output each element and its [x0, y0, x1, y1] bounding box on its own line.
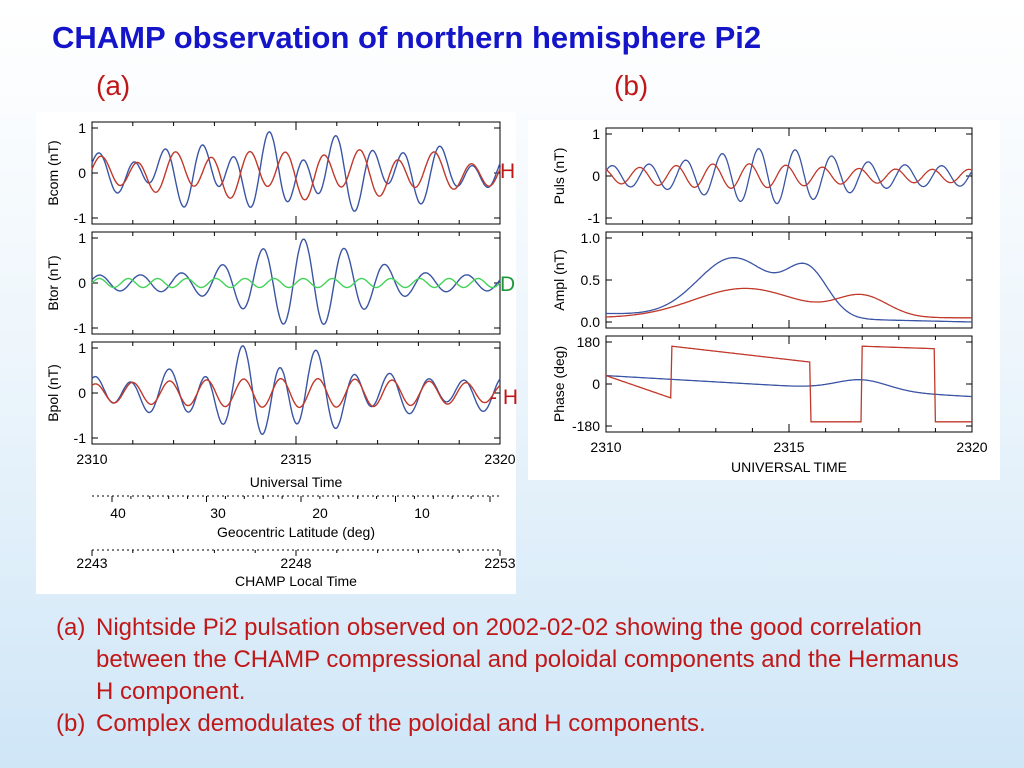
series-line-blue — [91, 130, 501, 212]
plot-frame — [605, 127, 973, 225]
y-tick-label: 0 — [592, 168, 600, 184]
y-axis-label: Ampl (nT) — [551, 249, 567, 310]
y-tick-label: -1 — [588, 210, 601, 226]
series-line-blue — [91, 344, 501, 436]
y-tick-label: -180 — [572, 418, 600, 434]
y-tick-label: 1.0 — [581, 230, 601, 246]
series-line-blue — [605, 374, 973, 398]
x-tick-label: 2315 — [280, 451, 311, 467]
y-tick-label: -1 — [74, 430, 87, 446]
caption-key: (b) — [56, 710, 86, 737]
caption-item-a: (a) Nightside Pi2 pulsation observed on … — [56, 612, 976, 708]
slide-title: CHAMP observation of northern hemisphere… — [52, 20, 762, 55]
y-tick-label: 1 — [78, 120, 86, 136]
side-label-h: H — [500, 160, 516, 183]
caption-text: Complex demodulates of the poloidal and … — [96, 710, 706, 737]
y-tick-label: 0 — [78, 165, 86, 181]
y-tick-label: 0.5 — [581, 272, 601, 288]
y-axis-label: Puls (nT) — [551, 148, 567, 205]
y-axis-label: Btor (nT) — [45, 255, 61, 310]
y-tick-label: 1 — [592, 126, 600, 142]
series-line-red — [605, 345, 972, 423]
figure-b-chart: 1 0 -1 Puls (nT) 1.0 0.5 0.0 Ampl (nT) 180 0 -180 P… — [551, 126, 988, 475]
x-axis-label: UNIVERSAL TIME — [731, 459, 847, 475]
y-tick-label: 0 — [78, 275, 86, 291]
y-tick-label: 180 — [577, 334, 601, 350]
y-axis-label: Bpol (nT) — [45, 364, 61, 422]
y-axis-label: Phase (deg) — [551, 346, 567, 422]
series-line-red — [605, 163, 973, 189]
caption-key: (a) — [56, 614, 86, 641]
y-tick-label: 0.0 — [581, 314, 601, 330]
lat-tick-label: 40 — [110, 505, 126, 521]
lat-tick-label: 10 — [414, 505, 430, 521]
series-line-red — [606, 287, 972, 319]
caption: (a) Nightside Pi2 pulsation observed on … — [56, 612, 976, 740]
lt-tick-label: 2253 — [484, 555, 515, 571]
lat-tick-label: 20 — [312, 505, 328, 521]
caption-item-b: (b) Complex demodulates of the poloidal … — [56, 708, 976, 740]
y-tick-label: -1 — [74, 320, 87, 336]
caption-text: Nightside Pi2 pulsation observed on 2002… — [96, 614, 959, 705]
lt-tick-label: 2248 — [280, 555, 311, 571]
x-tick-label: 2310 — [590, 439, 621, 455]
series-line-red — [91, 377, 501, 409]
y-tick-label: 0 — [592, 376, 600, 392]
x-tick-label: 2315 — [773, 439, 804, 455]
plot-frame — [91, 121, 501, 225]
lt-tick-label: 2243 — [76, 555, 107, 571]
panel-label-a: (a) — [96, 70, 131, 101]
lt-axis-label: CHAMP Local Time — [235, 573, 357, 589]
x-tick-label: 2310 — [76, 451, 107, 467]
lat-tick-label: 30 — [210, 505, 226, 521]
series-line-blue — [605, 148, 973, 205]
y-tick-label: -1 — [74, 210, 87, 226]
x-axis-label: Universal Time — [250, 474, 343, 490]
y-axis-label: Bcom (nT) — [45, 140, 61, 205]
plot-frame — [605, 231, 973, 329]
panel-label-b: (b) — [614, 70, 649, 101]
series-line-blue — [91, 238, 501, 326]
y-tick-label: 1 — [78, 230, 86, 246]
series-line-blue — [606, 257, 972, 323]
series-line-green — [91, 277, 501, 289]
x-tick-label: 2320 — [956, 439, 987, 455]
lat-axis-label: Geocentric Latitude (deg) — [217, 524, 375, 540]
figure-a: 1 0 -1 Bcom (nT) 1 0 -1 Btor (nT) 1 0 -1 Bpol (nT) 2… — [36, 112, 516, 594]
side-label-minus-h: - H — [490, 386, 518, 409]
y-tick-label: 0 — [78, 385, 86, 401]
x-tick-label: 2320 — [484, 451, 515, 467]
y-tick-label: 1 — [78, 340, 86, 356]
side-label-d: D — [500, 273, 516, 296]
series-line-red — [91, 149, 501, 201]
plot-frame — [605, 335, 973, 433]
figure-b: 1 0 -1 Puls (nT) 1.0 0.5 0.0 Ampl (nT) 180 0 -180 P… — [528, 120, 1000, 480]
